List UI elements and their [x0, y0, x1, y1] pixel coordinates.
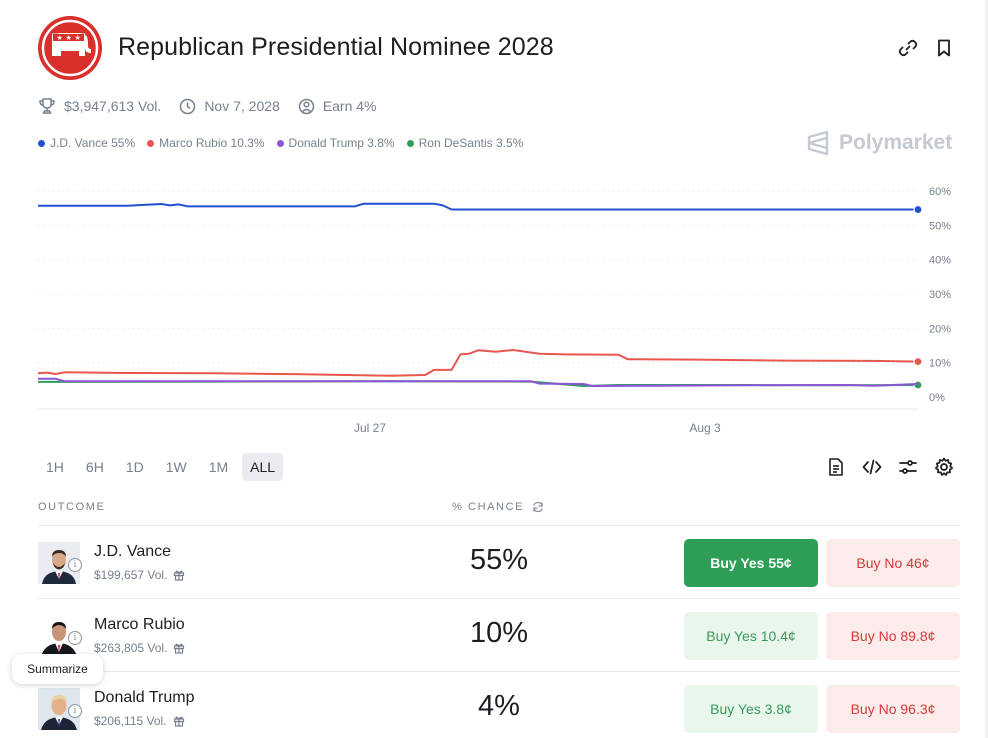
sliders-icon[interactable]	[898, 457, 918, 477]
link-icon[interactable]	[898, 38, 918, 58]
chart-svg: 60% 50% 40% 30% 20% 10% 0% Jul 27 Aug 3	[37, 186, 951, 435]
page-title: Republican Presidential Nominee 2028	[118, 33, 554, 61]
y-tick-label: 20%	[929, 323, 951, 335]
end-date-stat: Nov 7, 2028	[179, 98, 280, 115]
document-icon[interactable]	[826, 457, 846, 477]
settings-gear-icon[interactable]	[934, 457, 954, 477]
brand-name: Polymarket	[839, 131, 953, 154]
legend-label: Marco Rubio 10.3%	[159, 136, 265, 150]
legend-dot	[38, 139, 45, 147]
outcome-chance: 55%	[469, 544, 529, 576]
buy-no-button[interactable]: Buy No 89.8¢	[826, 612, 960, 660]
outcome-row[interactable]: i Donald Trump $206,115 Vol. 4% Buy Yes …	[38, 672, 960, 738]
outcome-name: J.D. Vance	[94, 543, 172, 560]
range-6h[interactable]: 6H	[85, 459, 104, 475]
y-tick-label: 10%	[929, 358, 951, 370]
legend-dot	[406, 139, 414, 147]
trophy-icon	[39, 98, 55, 114]
legend-item: Donald Trump 3.8%	[276, 136, 395, 150]
republican-elephant-logo: ★ ★ ★	[38, 16, 102, 80]
earn-text: Earn 4%	[322, 98, 377, 114]
series-end-point	[913, 204, 923, 215]
range-1d[interactable]: 1D	[125, 459, 144, 475]
scrollbar[interactable]	[985, 0, 988, 738]
end-date-text: Nov 7, 2028	[204, 98, 280, 114]
outcome-volume-text: $199,657 Vol.	[94, 568, 168, 582]
outcome-volume: $199,657 Vol.	[94, 568, 185, 582]
chance-column-label: % CHANCE	[452, 501, 525, 513]
buy-no-button[interactable]: Buy No 96.3¢	[826, 685, 960, 733]
info-icon[interactable]: i	[68, 704, 82, 718]
chart-legend: J.D. Vance 55% Marco Rubio 10.3% Donald …	[38, 136, 535, 150]
polymarket-brand: Polymarket	[806, 130, 952, 156]
clock-icon	[180, 98, 196, 114]
y-tick-label: 30%	[929, 289, 951, 301]
series-line	[37, 349, 919, 377]
outcome-volume-text: $263,805 Vol.	[94, 641, 168, 655]
gift-icon[interactable]	[173, 715, 185, 727]
polymarket-logo-icon	[807, 130, 829, 156]
price-chart: 60% 50% 40% 30% 20% 10% 0% Jul 27 Aug 3	[0, 170, 988, 450]
outcome-chance: 10%	[469, 617, 529, 649]
y-tick-label: 40%	[929, 255, 951, 267]
legend-dot	[276, 139, 284, 147]
bookmark-icon[interactable]	[934, 38, 954, 58]
coin-person-icon	[298, 98, 315, 114]
market-header: ★ ★ ★ Republican Presidential Nominee 20…	[38, 16, 958, 80]
buy-yes-button[interactable]: Buy Yes 3.8¢	[684, 685, 818, 733]
legend-label: Donald Trump 3.8%	[288, 136, 395, 150]
outcome-chance: 4%	[478, 690, 520, 722]
x-tick-label: Jul 27	[354, 421, 386, 435]
y-tick-label: 0%	[929, 392, 945, 404]
info-icon[interactable]: i	[68, 631, 82, 645]
chance-column-header: % CHANCE	[452, 501, 544, 513]
buy-yes-button[interactable]: Buy Yes 10.4¢	[684, 612, 818, 660]
y-tick-label: 60%	[929, 186, 951, 198]
summarize-button[interactable]: Summarize	[12, 654, 103, 684]
refresh-icon[interactable]	[532, 501, 544, 513]
series-line	[38, 377, 919, 387]
buy-no-button[interactable]: Buy No 46¢	[826, 539, 960, 587]
legend-label: J.D. Vance 55%	[50, 136, 136, 150]
svg-text:★: ★	[75, 34, 81, 42]
legend-item: J.D. Vance 55%	[38, 136, 135, 150]
outcome-row[interactable]: i Marco Rubio $263,805 Vol. 10% Buy Yes …	[38, 599, 960, 672]
chart-tools	[0, 457, 988, 477]
earn-stat[interactable]: Earn 4%	[298, 98, 377, 115]
avatar	[38, 615, 80, 657]
outcome-volume: $206,115 Vol.	[94, 714, 185, 728]
legend-dot	[147, 139, 155, 147]
outcome-volume: $263,805 Vol.	[94, 641, 185, 655]
series-end-point	[913, 357, 923, 367]
outcome-column-header: OUTCOME	[38, 501, 106, 513]
range-1m[interactable]: 1M	[208, 459, 229, 475]
embed-code-icon[interactable]	[862, 457, 882, 477]
svg-text:★: ★	[66, 34, 72, 42]
buy-yes-button[interactable]: Buy Yes 55¢	[684, 539, 818, 587]
legend-item: Marco Rubio 10.3%	[147, 136, 265, 150]
time-range-selector: 1H 6H 1D 1W 1M ALL	[38, 453, 289, 481]
outcome-name: Marco Rubio	[94, 616, 185, 633]
outcome-name: Donald Trump	[94, 689, 195, 706]
range-all[interactable]: ALL	[242, 453, 284, 481]
y-tick-label: 50%	[929, 220, 951, 232]
info-icon[interactable]: i	[68, 558, 82, 572]
legend-item: Ron DeSantis 3.5%	[406, 136, 524, 150]
outcome-table-header: OUTCOME % CHANCE	[38, 500, 960, 526]
market-meta: $3,947,613 Vol. Nov 7, 2028 Earn 4%	[38, 96, 395, 116]
outcome-volume-text: $206,115 Vol.	[94, 714, 167, 728]
gift-icon[interactable]	[173, 642, 185, 654]
range-1w[interactable]: 1W	[165, 459, 187, 475]
legend-label: Ron DeSantis 3.5%	[418, 136, 524, 150]
volume-text: $3,947,613 Vol.	[64, 98, 162, 114]
svg-text:★: ★	[57, 34, 63, 42]
outcome-row[interactable]: i J.D. Vance $199,657 Vol. 55% Buy Yes 5…	[38, 526, 960, 599]
volume-stat: $3,947,613 Vol.	[38, 97, 161, 115]
x-tick-label: Aug 3	[689, 421, 721, 435]
series-line	[38, 202, 918, 211]
range-1h[interactable]: 1H	[46, 459, 64, 475]
gift-icon[interactable]	[173, 569, 185, 581]
